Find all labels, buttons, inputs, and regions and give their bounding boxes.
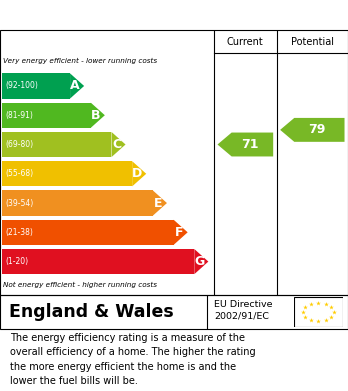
Text: EU Directive
2002/91/EC: EU Directive 2002/91/EC — [214, 300, 272, 321]
Text: England & Wales: England & Wales — [9, 303, 173, 321]
Text: (92-100): (92-100) — [5, 81, 38, 90]
Text: (69-80): (69-80) — [5, 140, 33, 149]
Text: D: D — [132, 167, 142, 180]
Text: F: F — [175, 226, 183, 239]
Text: Energy Efficiency Rating: Energy Efficiency Rating — [9, 8, 211, 23]
Text: Very energy efficient - lower running costs: Very energy efficient - lower running co… — [3, 58, 158, 65]
Bar — [2, 74, 70, 99]
Text: B: B — [91, 109, 101, 122]
Text: (21-38): (21-38) — [5, 228, 33, 237]
Text: (81-91): (81-91) — [5, 111, 33, 120]
Bar — [2, 161, 132, 187]
Polygon shape — [218, 133, 273, 156]
Text: (55-68): (55-68) — [5, 169, 33, 178]
Bar — [2, 103, 91, 128]
Text: (1-20): (1-20) — [5, 257, 28, 266]
Polygon shape — [174, 220, 188, 245]
Bar — [2, 249, 194, 274]
Text: The energy efficiency rating is a measure of the
overall efficiency of a home. T: The energy efficiency rating is a measur… — [10, 333, 256, 386]
Text: C: C — [112, 138, 121, 151]
Polygon shape — [70, 74, 84, 99]
Polygon shape — [153, 190, 167, 215]
Text: Current: Current — [227, 37, 264, 47]
Text: A: A — [70, 79, 80, 92]
Bar — [2, 132, 111, 157]
Polygon shape — [91, 103, 105, 128]
Polygon shape — [194, 249, 208, 274]
Text: 79: 79 — [308, 124, 325, 136]
Bar — [2, 220, 174, 245]
Bar — [2, 190, 153, 215]
Polygon shape — [280, 118, 345, 142]
Text: E: E — [154, 197, 163, 210]
Text: Potential: Potential — [291, 37, 334, 47]
Text: (39-54): (39-54) — [5, 199, 33, 208]
Text: Not energy efficient - higher running costs: Not energy efficient - higher running co… — [3, 282, 158, 288]
Text: G: G — [194, 255, 204, 268]
Polygon shape — [111, 132, 126, 157]
Text: 71: 71 — [241, 138, 258, 151]
Polygon shape — [132, 161, 146, 187]
